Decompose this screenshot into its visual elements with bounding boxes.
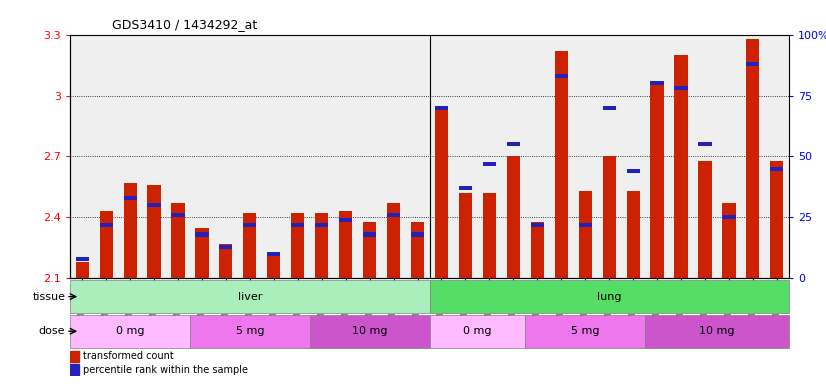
Bar xyxy=(268,252,280,256)
Bar xyxy=(675,55,687,278)
Bar xyxy=(483,193,496,278)
Bar xyxy=(124,183,136,278)
Bar xyxy=(76,262,88,278)
Bar xyxy=(603,157,615,278)
Text: transformed count: transformed count xyxy=(83,351,174,361)
Text: lung: lung xyxy=(597,291,621,302)
Bar xyxy=(651,81,663,278)
Bar xyxy=(531,222,544,278)
Bar xyxy=(651,81,663,85)
Bar xyxy=(70,280,430,313)
Text: tissue: tissue xyxy=(32,291,65,302)
Bar xyxy=(339,211,352,278)
Bar xyxy=(579,223,591,227)
Bar xyxy=(363,232,376,237)
Bar xyxy=(747,39,759,278)
Text: liver: liver xyxy=(238,291,262,302)
Bar xyxy=(555,51,567,278)
Bar xyxy=(220,244,232,278)
Bar xyxy=(723,203,735,278)
Bar xyxy=(747,62,759,66)
Bar xyxy=(430,315,525,348)
Bar xyxy=(70,364,78,375)
Text: 0 mg: 0 mg xyxy=(116,326,145,336)
Bar xyxy=(645,315,789,348)
Bar xyxy=(459,186,472,190)
Text: 10 mg: 10 mg xyxy=(700,326,734,336)
Bar xyxy=(603,106,615,110)
Bar xyxy=(579,191,591,278)
Bar xyxy=(292,214,304,278)
Bar xyxy=(411,222,424,278)
Text: percentile rank within the sample: percentile rank within the sample xyxy=(83,364,248,375)
Text: GDS3410 / 1434292_at: GDS3410 / 1434292_at xyxy=(112,18,257,31)
Bar xyxy=(699,161,711,278)
Bar xyxy=(387,203,400,278)
Bar xyxy=(675,86,687,90)
Text: 10 mg: 10 mg xyxy=(352,326,387,336)
Bar xyxy=(430,280,789,313)
Bar xyxy=(531,223,544,227)
Bar xyxy=(339,218,352,222)
Bar xyxy=(411,232,424,237)
Bar xyxy=(124,196,136,200)
Bar xyxy=(316,223,328,227)
Bar xyxy=(196,228,208,278)
Bar xyxy=(435,106,448,110)
Text: 0 mg: 0 mg xyxy=(463,326,491,336)
Bar xyxy=(771,161,783,278)
Bar xyxy=(172,213,184,217)
Text: 5 mg: 5 mg xyxy=(571,326,600,336)
Bar xyxy=(244,214,256,278)
Bar xyxy=(70,351,78,362)
Text: 5 mg: 5 mg xyxy=(235,326,264,336)
Bar xyxy=(507,157,520,278)
Text: dose: dose xyxy=(39,326,65,336)
Bar xyxy=(627,191,639,278)
Bar xyxy=(100,223,112,227)
Bar xyxy=(76,257,88,261)
Bar xyxy=(525,315,645,348)
Bar xyxy=(244,223,256,227)
Bar xyxy=(100,211,112,278)
Bar xyxy=(148,185,160,278)
Bar xyxy=(190,315,310,348)
Bar xyxy=(220,245,232,249)
Bar xyxy=(459,193,472,278)
Bar xyxy=(363,222,376,278)
Bar xyxy=(723,215,735,220)
Bar xyxy=(771,167,783,171)
Bar xyxy=(310,315,430,348)
Bar xyxy=(555,74,567,78)
Bar xyxy=(292,223,304,227)
Bar xyxy=(507,142,520,146)
Bar xyxy=(268,254,280,278)
Bar xyxy=(435,106,448,278)
Bar xyxy=(387,213,400,217)
Bar xyxy=(316,214,328,278)
Bar xyxy=(196,232,208,237)
Bar xyxy=(172,203,184,278)
Bar xyxy=(70,315,190,348)
Bar xyxy=(627,169,639,173)
Bar xyxy=(148,203,160,207)
Bar xyxy=(483,162,496,166)
Bar xyxy=(699,142,711,146)
